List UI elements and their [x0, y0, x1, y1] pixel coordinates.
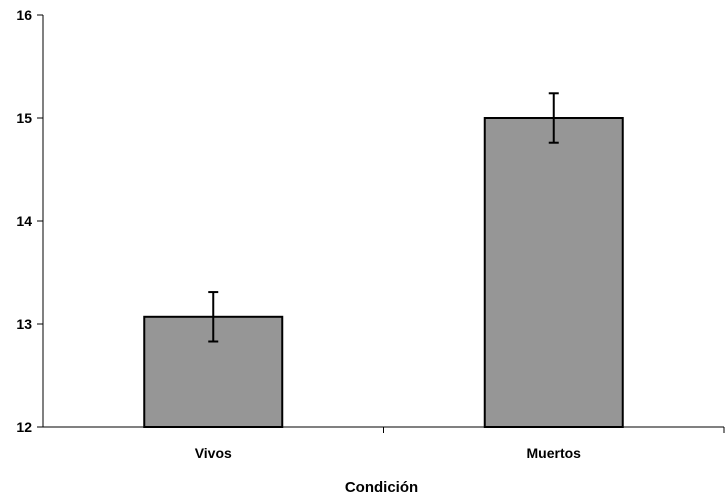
- x-tick-label-muertos: Muertos: [527, 445, 582, 461]
- y-tick-label: 14: [16, 213, 32, 229]
- y-tick-label: 15: [16, 110, 32, 126]
- y-tick-label: 12: [16, 419, 32, 435]
- x-tick-label-vivos: Vivos: [195, 445, 232, 461]
- error-bars-layer: [208, 92, 559, 343]
- y-tick-label: 13: [16, 316, 32, 332]
- y-ticks-layer: 12 13 14 15 16: [16, 7, 43, 435]
- x-axis-title: Condición: [345, 479, 418, 496]
- x-ticks-layer: Vivos Muertos: [195, 427, 725, 461]
- bars-layer: [143, 117, 624, 429]
- y-tick-label: 16: [16, 7, 32, 23]
- bar-muertos: [483, 117, 624, 428]
